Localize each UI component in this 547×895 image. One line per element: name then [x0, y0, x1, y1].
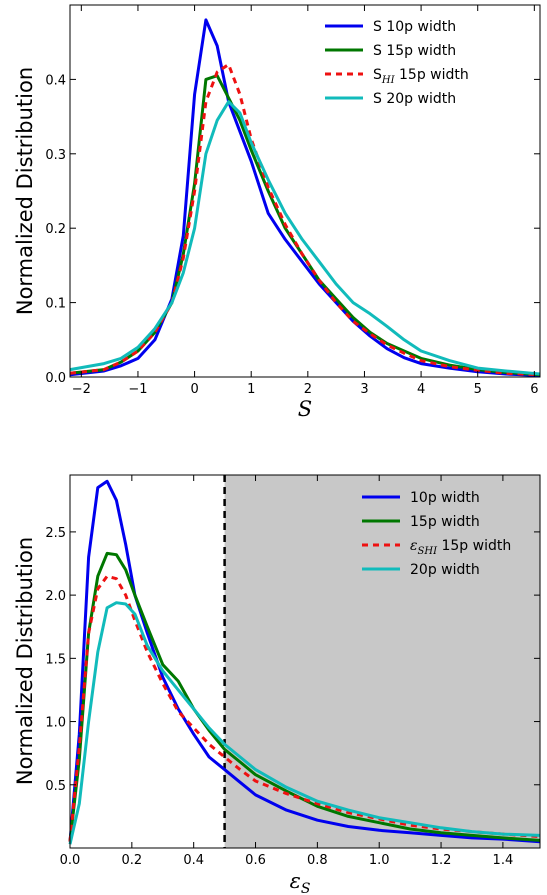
plot-frame — [69, 4, 541, 378]
y-axis-label: Normalized Distribution — [13, 67, 37, 315]
chart-s-distribution: −2 −1 0 1 2 3 4 5 6 0.0 0.1 0.2 0.3 0.4 Normalized Di… — [13, 4, 541, 421]
plot-area — [70, 5, 540, 377]
series-lines — [68, 479, 541, 845]
legend-label-0: S 10p width — [373, 19, 456, 35]
x-tick-label: −1 — [128, 382, 147, 397]
series-lines — [69, 18, 541, 377]
plot-frame — [69, 474, 541, 849]
x-tick-label: 2 — [304, 382, 312, 397]
ticks: 0.0 0.2 0.4 0.6 0.8 1.0 1.2 1.4 0.5 1.0 1.5 2.0 2.5 — [45, 475, 540, 868]
legend-label-2: εSHI 15p width — [410, 538, 511, 557]
y-tick-label: 0.0 — [45, 371, 66, 386]
legend: 10p width 15p width εSHI 15p width 20p widt… — [362, 490, 511, 578]
series-line-0 — [69, 18, 541, 377]
x-tick-label: 0.0 — [60, 853, 81, 868]
series-line-3 — [69, 100, 541, 376]
shaded-region — [224, 475, 540, 848]
x-tick-label: 1 — [247, 382, 255, 397]
y-tick-label: 1.0 — [45, 716, 66, 731]
y-tick-label: 0.4 — [45, 73, 66, 88]
x-tick-label: 1.0 — [369, 853, 390, 868]
y-tick-label: 2.5 — [45, 526, 66, 541]
x-tick-label: 0.8 — [307, 853, 328, 868]
legend-label-2: SHI 15p width — [373, 67, 469, 86]
y-tick-label: 1.5 — [45, 652, 66, 667]
legend: S 10p width S 15p width SHI 15p width S 20p… — [325, 19, 469, 107]
y-tick-label: 0.1 — [45, 297, 66, 312]
y-tick-label: 2.0 — [45, 589, 66, 604]
x-tick-label: 0 — [190, 382, 198, 397]
x-tick-label: 1.2 — [431, 853, 452, 868]
legend-label-0: 10p width — [410, 490, 480, 506]
ticks: −2 −1 0 1 2 3 4 5 6 0.0 0.1 0.2 0.3 0.4 — [45, 5, 540, 397]
x-axis-label: S — [298, 397, 312, 421]
x-tick-label: −2 — [72, 382, 91, 397]
x-tick-label: 0.6 — [245, 853, 266, 868]
x-tick-label: 4 — [417, 382, 425, 397]
legend-label-1: 15p width — [410, 514, 480, 530]
chart-epsilon-distribution: 0.0 0.2 0.4 0.6 0.8 1.0 1.2 1.40.51.01.52.02.5 … — [13, 474, 541, 895]
y-tick-label: 0.2 — [45, 222, 66, 237]
x-tick-label: 1.4 — [493, 853, 514, 868]
x-tick-label: 0.4 — [183, 853, 204, 868]
series-line-3 — [68, 601, 541, 845]
x-tick-label: 0.2 — [121, 853, 142, 868]
x-axis-label: εS — [290, 869, 311, 895]
legend-label-3: S 20p width — [373, 91, 456, 107]
y-tick-label: 0.5 — [45, 779, 66, 794]
series-line-1 — [68, 551, 541, 842]
series-line-0 — [68, 479, 541, 844]
series-line-2 — [69, 63, 541, 377]
x-tick-label: 5 — [474, 382, 482, 397]
legend-label-3: 20p width — [410, 562, 480, 578]
x-tick-label: 6 — [530, 382, 538, 397]
x-tick-label: 3 — [360, 382, 368, 397]
y-axis-label: Normalized Distribution — [13, 537, 37, 785]
legend-label-1: S 15p width — [373, 43, 456, 59]
y-tick-label: 0.3 — [45, 148, 66, 163]
